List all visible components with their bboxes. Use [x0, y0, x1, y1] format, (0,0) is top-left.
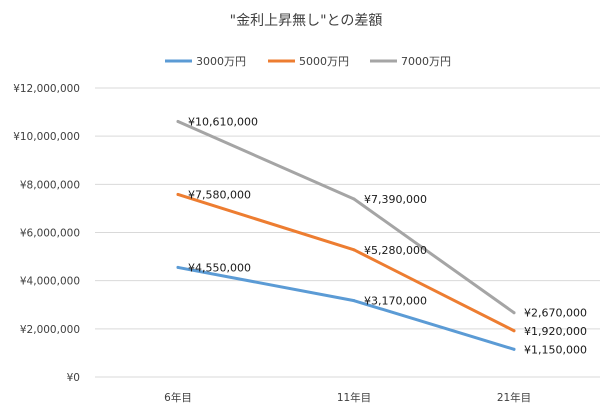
data-label: ¥5,280,000 [364, 244, 427, 257]
data-point [176, 192, 180, 196]
y-tick-label: ¥4,000,000 [20, 276, 80, 288]
x-tick-label: 21年目 [497, 391, 531, 404]
data-point [352, 248, 356, 252]
data-point [176, 119, 180, 123]
legend: 3000万円 5000万円 7000万円 [165, 55, 451, 68]
y-tick-label: ¥2,000,000 [20, 324, 80, 336]
data-point [176, 265, 180, 269]
gridlines [95, 87, 600, 378]
series-line [176, 265, 516, 351]
x-tick-label: 11年目 [337, 391, 371, 404]
y-tick-label: ¥10,000,000 [13, 131, 80, 143]
series-line [176, 119, 516, 315]
y-tick-label: ¥12,000,000 [13, 83, 80, 95]
y-tick-label: ¥0 [67, 372, 80, 384]
series-lines [176, 119, 516, 351]
data-label: ¥3,170,000 [364, 295, 427, 308]
y-tick-label: ¥6,000,000 [20, 228, 80, 240]
legend-label: 3000万円 [196, 55, 246, 68]
y-axis-ticks: ¥0 ¥2,000,000 ¥4,000,000 ¥6,000,000 ¥8,000,0… [13, 83, 80, 384]
chart-title: "金利上昇無し"との差額 [230, 13, 383, 29]
x-axis-ticks: 6年目 11年目 21年目 [164, 391, 531, 404]
data-label: ¥7,580,000 [188, 188, 251, 201]
legend-label: 7000万円 [401, 55, 451, 68]
data-label: ¥4,550,000 [188, 261, 251, 274]
x-tick-label: 6年目 [164, 391, 192, 404]
y-tick-label: ¥8,000,000 [20, 179, 80, 191]
data-point [512, 311, 516, 315]
data-point [352, 197, 356, 201]
data-label: ¥7,390,000 [364, 193, 427, 206]
data-point [512, 329, 516, 333]
data-label: ¥1,150,000 [524, 343, 587, 356]
data-labels: ¥4,550,000 ¥3,170,000 ¥1,150,000 ¥7,580,000… [188, 115, 587, 356]
legend-label: 5000万円 [299, 55, 349, 68]
data-label: ¥2,670,000 [524, 307, 587, 320]
data-label: ¥1,920,000 [524, 325, 587, 338]
data-label: ¥10,610,000 [188, 115, 258, 128]
data-point [512, 347, 516, 351]
data-point [352, 299, 356, 303]
